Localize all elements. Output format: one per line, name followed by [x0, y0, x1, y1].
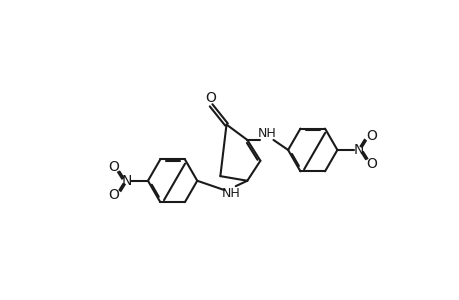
- Text: N: N: [121, 174, 131, 188]
- Text: NH: NH: [221, 187, 240, 200]
- Text: N: N: [353, 143, 364, 157]
- Text: O: O: [204, 91, 215, 105]
- Text: O: O: [365, 129, 376, 143]
- Text: NH: NH: [257, 127, 276, 140]
- Text: O: O: [108, 188, 118, 202]
- Text: O: O: [365, 157, 376, 171]
- Text: O: O: [108, 160, 118, 174]
